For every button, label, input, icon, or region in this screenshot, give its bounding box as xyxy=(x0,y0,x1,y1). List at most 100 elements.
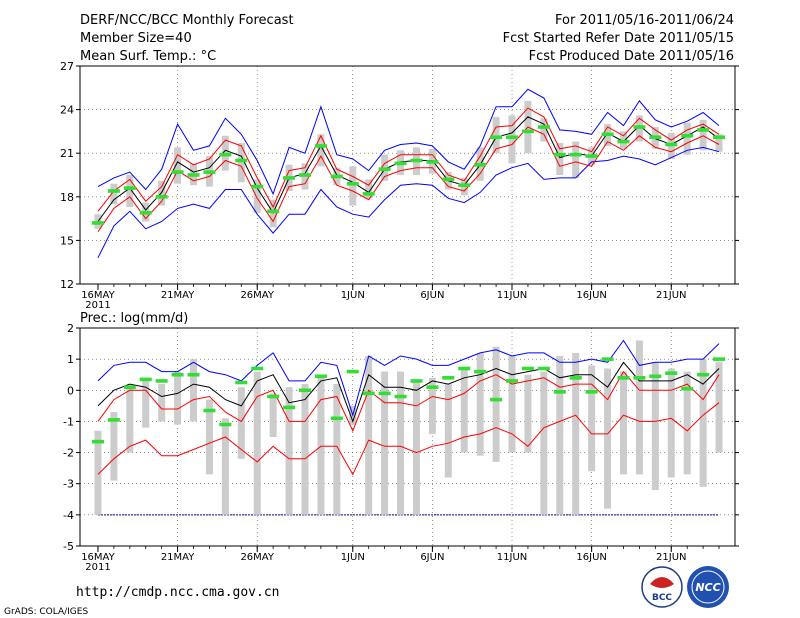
precip-ytick-label: -5 xyxy=(63,540,74,553)
precip-frame xyxy=(79,327,736,547)
variable-label: Mean Surf. Temp.: °C xyxy=(80,49,216,64)
precip-obs-marker xyxy=(251,366,264,371)
precip-box xyxy=(253,371,261,515)
temp-xtick-label: 16JUN xyxy=(576,290,606,301)
temp-obs-marker xyxy=(394,161,407,166)
temp-line-upper xyxy=(97,88,720,196)
temp-obs-marker xyxy=(171,170,184,174)
precip-line-inner-high xyxy=(97,370,720,433)
temp-obs-marker xyxy=(665,142,678,147)
temp-obs-marker xyxy=(378,167,391,171)
temp-obs-marker xyxy=(601,132,614,137)
precip-box xyxy=(381,371,389,515)
precip-obs-marker xyxy=(107,418,120,422)
precip-obs-marker xyxy=(203,408,216,413)
temp-obs-marker xyxy=(362,192,375,196)
precip-ytick-label: -2 xyxy=(63,447,74,460)
precip-ytick-label: -1 xyxy=(63,415,74,428)
temp-obs-marker xyxy=(474,163,487,167)
precip-box xyxy=(619,371,627,475)
temp-xtick-label: 6JUN xyxy=(420,290,444,301)
precip-label: Prec.: log(mm/d) xyxy=(80,311,188,326)
temp-box xyxy=(715,134,723,152)
temp-box xyxy=(237,143,245,183)
precip-obs-marker xyxy=(697,372,710,377)
precip-obs-marker xyxy=(314,374,327,379)
temp-box xyxy=(699,119,707,151)
temp-ytick-label: 12 xyxy=(60,278,74,291)
temp-obs-marker xyxy=(91,221,104,225)
precip-box xyxy=(572,352,580,515)
temp-obs-marker xyxy=(187,173,200,177)
precip-obs-marker xyxy=(171,372,184,377)
precip-obs-marker xyxy=(633,376,646,380)
precip-box xyxy=(444,384,452,478)
precip-obs-marker xyxy=(91,439,104,444)
temp-obs-marker xyxy=(490,135,503,140)
precip-box xyxy=(715,362,723,453)
temp-obs-marker xyxy=(633,125,646,129)
precip-obs-marker xyxy=(617,376,630,380)
temp-obs-marker xyxy=(330,174,343,179)
temp-xtick-label: 21JUN xyxy=(656,290,686,301)
precip-box xyxy=(237,387,245,459)
temp-frame xyxy=(79,65,736,285)
precip-xtick-label: 1JUN xyxy=(341,552,365,563)
precip-xtick-label: 16JUN xyxy=(576,552,606,563)
forecast-period: For 2011/05/16-2011/06/24 xyxy=(555,13,734,28)
temp-obs-marker xyxy=(681,133,694,138)
precip-box xyxy=(667,368,675,478)
precip-obs-marker xyxy=(601,357,614,361)
precip-obs-marker xyxy=(490,397,503,402)
temp-obs-marker xyxy=(314,144,327,148)
forecast-start-date: Fcst Started Refer Date 2011/05/15 xyxy=(503,31,734,46)
figure-title: DERF/NCC/BCC Monthly Forecast xyxy=(80,13,294,28)
precip-obs-marker xyxy=(410,379,423,383)
precip-obs-marker xyxy=(298,388,311,393)
precip-box xyxy=(94,430,102,515)
temp-box xyxy=(126,175,134,207)
precip-ytick-label: -3 xyxy=(63,478,74,491)
precip-obs-marker xyxy=(713,357,726,361)
temp-xtick-label: 1JUN xyxy=(341,290,365,301)
precip-obs-marker xyxy=(569,376,582,380)
precip-box xyxy=(476,352,484,456)
temp-line-max xyxy=(97,146,720,259)
precip-xtick-label: 11JUN xyxy=(497,552,527,563)
precip-xtick-label: 16MAY xyxy=(81,552,115,563)
temp-box xyxy=(110,183,118,205)
precip-obs-marker xyxy=(506,379,519,383)
temp-box xyxy=(317,134,325,167)
precip-obs-marker xyxy=(553,390,566,394)
precip-xtick-label: 21JUN xyxy=(656,552,686,563)
temp-obs-marker xyxy=(283,176,296,180)
temp-box xyxy=(572,141,580,178)
precip-obs-marker xyxy=(442,376,455,380)
precip-box xyxy=(301,384,309,515)
temp-line-inner-low xyxy=(97,126,720,232)
precip-obs-marker xyxy=(330,416,343,421)
precip-xtick-label: 21MAY xyxy=(161,552,195,563)
temp-box xyxy=(540,118,548,142)
precip-box xyxy=(524,374,532,453)
temp-obs-marker xyxy=(346,181,359,186)
precip-box xyxy=(142,380,150,428)
precip-obs-marker xyxy=(474,369,487,374)
temp-obs-marker xyxy=(298,173,311,177)
precip-xtick-year: 2011 xyxy=(85,562,110,573)
temp-obs-marker xyxy=(697,128,710,132)
precip-obs-marker xyxy=(139,377,152,382)
temp-obs-marker xyxy=(123,186,136,190)
precip-box xyxy=(285,387,293,515)
temp-obs-marker xyxy=(107,189,120,193)
precip-box xyxy=(604,368,612,509)
precip-obs-marker xyxy=(219,422,232,427)
precip-box xyxy=(651,362,659,490)
temp-box xyxy=(492,116,500,154)
temp-ytick-label: 18 xyxy=(60,191,74,204)
member-size: Member Size=40 xyxy=(80,31,192,46)
temp-box xyxy=(253,179,261,213)
precip-ytick-label: -4 xyxy=(63,509,74,522)
temp-obs-marker xyxy=(139,210,152,215)
